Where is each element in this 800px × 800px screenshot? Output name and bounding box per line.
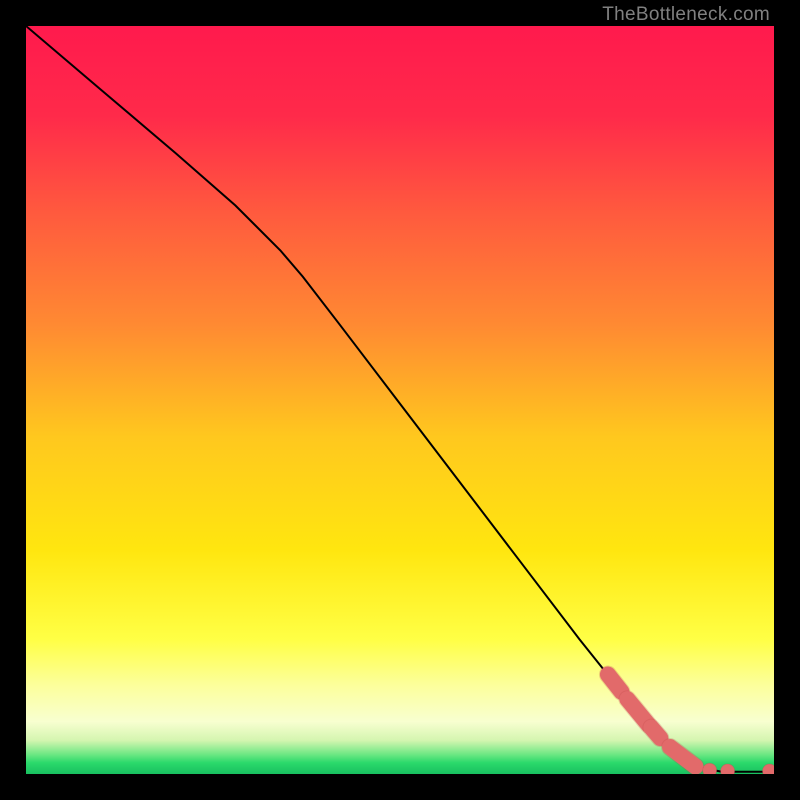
marker-dot: [703, 763, 717, 774]
marker-dot: [721, 764, 735, 774]
marker-segment: [670, 747, 695, 766]
marker-segment: [651, 728, 660, 738]
marker-dot: [763, 764, 774, 774]
marker-segment: [627, 699, 648, 724]
bottleneck-curve: [26, 26, 774, 772]
watermark-text: TheBottleneck.com: [602, 4, 770, 26]
chart-overlay: [26, 26, 774, 774]
data-markers: [608, 675, 774, 774]
marker-segment: [608, 675, 621, 692]
chart-plot-area: [26, 26, 774, 774]
